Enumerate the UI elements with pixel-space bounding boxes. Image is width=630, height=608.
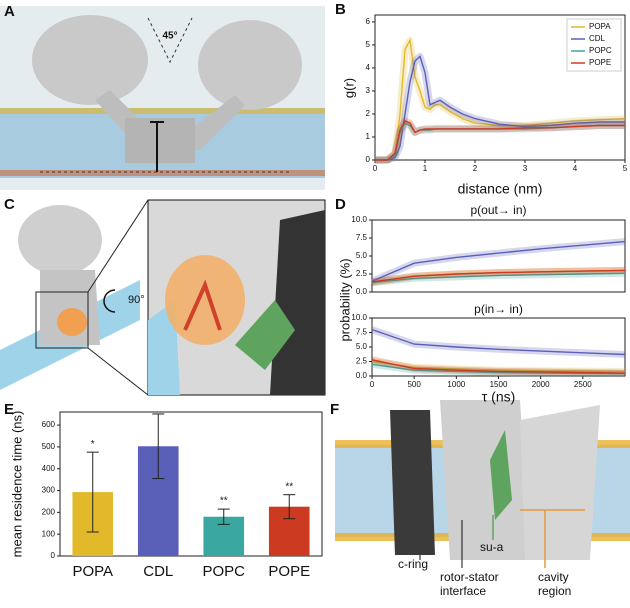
series-line (371, 269, 626, 283)
structure-label: c-ring (398, 557, 428, 571)
x-tick-label: 4 (573, 164, 578, 173)
series-line (371, 359, 626, 374)
x-tick-label: 0 (373, 164, 378, 173)
y-tick-label: 2.5 (356, 269, 368, 278)
y-tick-label: 4 (366, 63, 371, 72)
significance-label: ** (220, 496, 228, 507)
y-axis-label: probability (%) (337, 258, 352, 341)
x-tick-label: CDL (143, 563, 173, 580)
structure-label: region (538, 584, 571, 598)
y-tick-label: 5.0 (356, 251, 368, 260)
x-tick-label: 5 (623, 164, 628, 173)
y-tick-label: 1 (366, 132, 371, 141)
legend-label: POPA (589, 22, 611, 31)
x-tick-label: POPC (202, 563, 245, 580)
series-line (375, 119, 625, 161)
y-tick-label: 7.5 (356, 233, 368, 242)
legend-label: POPE (589, 58, 611, 67)
y-tick-label: 6 (366, 17, 371, 26)
y-tick-label: 0.0 (356, 287, 368, 296)
panel-letter: E (4, 401, 14, 418)
y-tick-label: 5.0 (356, 342, 368, 351)
y-tick-label: 400 (42, 464, 56, 473)
y-tick-label: 200 (42, 507, 56, 516)
y-tick-label: 600 (42, 420, 56, 429)
series-line (375, 38, 626, 161)
panel-a-image: A 45° (0, 3, 325, 190)
panel-letter: D (335, 196, 346, 213)
significance-label: * (91, 439, 95, 450)
legend-label: CDL (589, 34, 606, 43)
y-tick-label: 10.0 (351, 215, 367, 224)
panel-c-image: C 90° (0, 196, 326, 396)
x-tick-label: 1500 (490, 380, 508, 389)
panel-f-image: F c-ring su-a rotor-stator interface cav… (330, 400, 630, 598)
x-tick-label: 2500 (574, 380, 592, 389)
x-tick-label: 2 (473, 164, 478, 173)
structure-label: cavity (538, 570, 569, 584)
panel-letter: F (330, 401, 339, 418)
y-axis-label: mean residence time (ns) (9, 411, 24, 558)
y-tick-label: 0.0 (356, 371, 368, 380)
y-tick-label: 2.5 (356, 357, 368, 366)
structure-label: interface (440, 584, 486, 598)
y-tick-label: 0 (51, 551, 56, 560)
x-tick-label: 500 (407, 380, 421, 389)
y-tick-label: 300 (42, 486, 56, 495)
series-line (371, 360, 626, 373)
x-tick-label: POPE (268, 563, 310, 580)
x-tick-label: 1 (423, 164, 428, 173)
series-line (371, 363, 626, 375)
x-tick-label: 0 (370, 380, 375, 389)
y-tick-label: 0 (366, 155, 371, 164)
x-tick-label: POPA (72, 563, 113, 580)
rotation-label: 90° (128, 294, 145, 306)
structure-label: su-a (480, 540, 504, 554)
panel-letter: A (4, 3, 15, 20)
significance-label: ** (285, 481, 293, 492)
x-axis-label: τ (ns) (482, 389, 516, 405)
y-tick-label: 100 (42, 529, 56, 538)
y-tick-label: 5 (366, 40, 371, 49)
legend-label: POPC (589, 46, 612, 55)
angle-label: 45° (162, 31, 177, 42)
series-line (371, 328, 626, 356)
x-tick-label: 1000 (447, 380, 465, 389)
x-tick-label: 2000 (532, 380, 550, 389)
y-tick-label: 10.0 (351, 313, 367, 322)
x-axis-label: distance (nm) (458, 181, 543, 197)
y-tick-label: 2 (366, 109, 371, 118)
plot-frame (374, 14, 626, 161)
y-tick-label: 7.5 (356, 328, 368, 337)
subplot-title: p(in→ in) (474, 302, 523, 316)
plot-frame (59, 411, 323, 557)
series-line (371, 240, 626, 282)
x-tick-label: 3 (523, 164, 528, 173)
y-axis-label: g(r) (341, 78, 356, 98)
panel-letter: B (335, 1, 346, 18)
structure-label: rotor-stator (440, 570, 499, 584)
y-tick-label: 3 (366, 86, 371, 95)
subplot-title: p(out→ in) (470, 203, 526, 217)
series-line (375, 55, 625, 161)
y-tick-label: 500 (42, 442, 56, 451)
series-line (371, 272, 626, 284)
panel-letter: C (4, 196, 15, 213)
